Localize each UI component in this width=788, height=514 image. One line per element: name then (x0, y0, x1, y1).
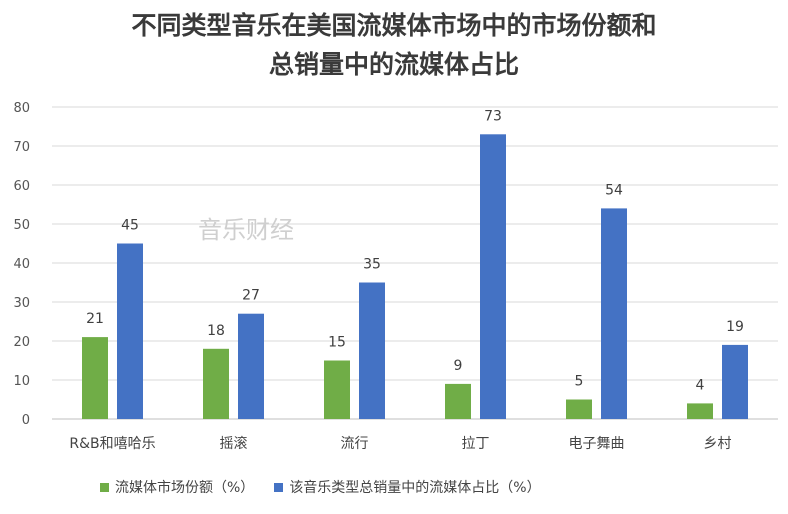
data-label: 35 (363, 257, 381, 273)
category-label: 电子舞曲 (569, 436, 625, 452)
bar-series-2 (601, 208, 627, 419)
y-tick-label: 20 (13, 335, 30, 350)
data-label: 73 (484, 108, 502, 124)
data-label: 54 (605, 182, 623, 198)
bar-series-1 (203, 348, 229, 419)
category-label: R&B和嘻哈乐 (69, 436, 155, 452)
legend-item-series-2: 该音乐类型总销量中的流媒体占比（%） (274, 477, 541, 497)
y-tick-label: 30 (13, 296, 30, 311)
bar-series-2 (480, 134, 506, 420)
bar-series-1 (566, 399, 592, 419)
bar-series-2 (722, 344, 748, 419)
bar-series-1 (687, 403, 713, 419)
y-tick-label: 50 (13, 218, 30, 233)
legend-label-series-2: 该音乐类型总销量中的流媒体占比（%） (289, 480, 541, 496)
y-tick-label: 0 (22, 413, 30, 428)
data-label: 15 (328, 335, 346, 351)
bar-series-2 (117, 243, 143, 419)
chart-title-line-1: 不同类型音乐在美国流媒体市场中的市场份额和 (131, 11, 657, 40)
data-label: 4 (696, 377, 705, 393)
bar-series-1 (82, 337, 108, 419)
chart-title-line-2: 总销量中的流媒体占比 (268, 50, 519, 79)
category-label: 流行 (341, 436, 369, 452)
data-label: 5 (575, 374, 584, 390)
data-label: 45 (121, 218, 139, 234)
data-label: 21 (86, 311, 104, 327)
legend-label-series-1: 流媒体市场份额（%） (115, 480, 255, 496)
watermark-text: 音乐财经 (198, 216, 294, 244)
y-tick-label: 10 (13, 374, 30, 389)
category-label: 拉丁 (462, 436, 490, 452)
data-label: 19 (726, 319, 744, 335)
data-label: 18 (207, 323, 225, 339)
y-tick-label: 40 (13, 257, 30, 272)
legend-item-series-1: 流媒体市场份额（%） (100, 477, 254, 497)
data-label: 27 (242, 288, 260, 304)
category-label: 摇滚 (220, 435, 248, 452)
bar-series-2 (238, 313, 264, 419)
bar-series-1 (324, 360, 350, 419)
chart-legend: 流媒体市场份额（%） 该音乐类型总销量中的流媒体占比（%） (100, 477, 561, 497)
bar-series-1 (445, 383, 471, 419)
y-tick-label: 70 (13, 140, 30, 155)
chart-title: 不同类型音乐在美国流媒体市场中的市场份额和 总销量中的流媒体占比 (0, 6, 788, 84)
category-label: 乡村 (704, 436, 732, 452)
y-tick-label: 60 (13, 179, 30, 194)
legend-swatch-blue (274, 482, 284, 492)
y-tick-label: 80 (13, 101, 30, 116)
data-label: 9 (454, 358, 463, 374)
legend-swatch-green (100, 482, 109, 492)
bar-series-2 (359, 282, 385, 419)
